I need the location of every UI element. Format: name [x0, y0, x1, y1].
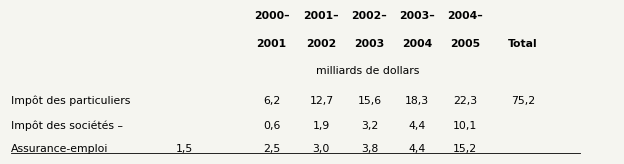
Text: 2004: 2004	[402, 39, 432, 49]
Text: Assurance-emploi: Assurance-emploi	[11, 144, 109, 154]
Text: 15,2: 15,2	[453, 144, 477, 154]
Text: 3,0: 3,0	[313, 144, 330, 154]
Text: 2005: 2005	[450, 39, 480, 49]
Text: 2002–: 2002–	[351, 11, 388, 21]
Text: 1,5: 1,5	[175, 144, 193, 154]
Text: 2003–: 2003–	[399, 11, 435, 21]
Text: 0,6: 0,6	[263, 121, 280, 131]
Text: 4,4: 4,4	[408, 144, 426, 154]
Text: 6,2: 6,2	[263, 96, 280, 106]
Text: Impôt des particuliers: Impôt des particuliers	[11, 96, 130, 106]
Text: 75,2: 75,2	[511, 96, 535, 106]
Text: 10,1: 10,1	[453, 121, 477, 131]
Text: 2004–: 2004–	[447, 11, 483, 21]
Text: Impôt des sociétés –: Impôt des sociétés –	[11, 121, 123, 131]
Text: 2000–: 2000–	[253, 11, 290, 21]
Text: 2002: 2002	[306, 39, 336, 49]
Text: 4,4: 4,4	[408, 121, 426, 131]
Text: 3,2: 3,2	[361, 121, 378, 131]
Text: 2001: 2001	[256, 39, 286, 49]
Text: milliards de dollars: milliards de dollars	[316, 66, 420, 76]
Text: 3,8: 3,8	[361, 144, 378, 154]
Text: 2001–: 2001–	[303, 11, 339, 21]
Text: 12,7: 12,7	[310, 96, 333, 106]
Text: 18,3: 18,3	[405, 96, 429, 106]
Text: 15,6: 15,6	[358, 96, 381, 106]
Text: 2,5: 2,5	[263, 144, 280, 154]
Text: Total: Total	[508, 39, 538, 49]
Text: 1,9: 1,9	[313, 121, 330, 131]
Text: 2003: 2003	[354, 39, 384, 49]
Text: 22,3: 22,3	[453, 96, 477, 106]
